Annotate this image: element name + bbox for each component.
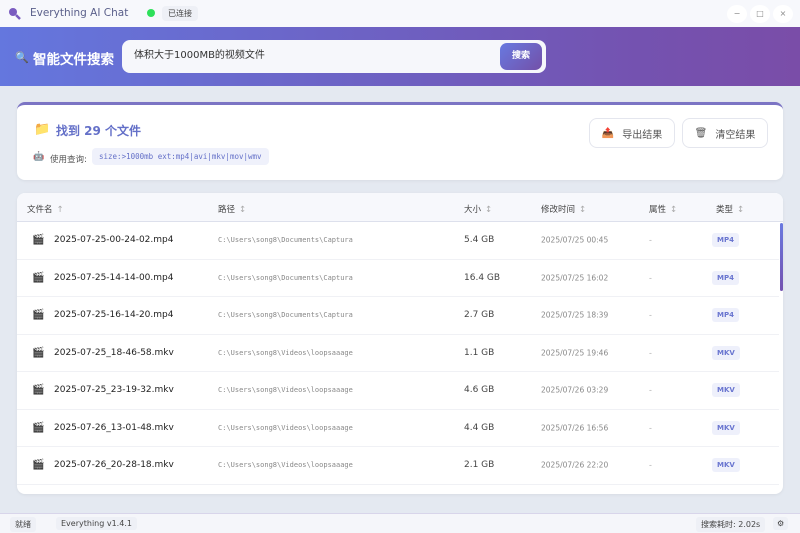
query-label: 使用查询: xyxy=(50,155,87,165)
file-name: 2025-07-25-14-14-00.mp4 xyxy=(54,272,174,283)
file-type-badge: MKV xyxy=(712,420,740,435)
export-button[interactable]: 📤 导出结果 xyxy=(589,118,675,148)
file-attr: - xyxy=(649,348,652,358)
file-name: 2025-07-26_13-01-48.mkv xyxy=(54,422,174,433)
file-name: 2025-07-25_18-46-58.mkv xyxy=(54,347,174,358)
file-modified: 2025/07/25 16:02 xyxy=(541,273,609,283)
file-size: 1.1 GB xyxy=(464,347,495,358)
clear-label: 清空结果 xyxy=(715,129,756,141)
file-modified: 2025/07/25 18:39 xyxy=(541,310,609,320)
file-type-badge: MP4 xyxy=(712,233,739,248)
header-title: 智能文件搜索 xyxy=(33,52,114,68)
status-elapsed: 搜索耗时: 2.02s xyxy=(696,517,766,532)
column-attr[interactable]: 属性 ↕ xyxy=(649,205,678,215)
maximize-button[interactable]: □ xyxy=(750,5,770,23)
file-size: 5.4 GB xyxy=(464,235,495,246)
file-type-badge: MKV xyxy=(712,345,740,360)
search-box: 搜索 xyxy=(122,40,546,73)
gear-icon[interactable]: ⚙ xyxy=(773,517,789,530)
search-header: 🔍 智能文件搜索 搜索 xyxy=(0,27,800,86)
results-count: 找到 29 个文件 xyxy=(56,124,142,138)
title-bar: Everything AI Chat 已连接 − □ × xyxy=(0,0,800,27)
file-name: 2025-07-25_23-19-32.mkv xyxy=(54,385,174,396)
file-path: C:\Users\song8\Videos\loopsaaage xyxy=(218,386,353,395)
table-row[interactable]: 🎬 2025-07-25-00-24-02.mp4 C:\Users\song8… xyxy=(17,222,779,260)
status-version: Everything v1.4.1 xyxy=(56,517,137,530)
table-row[interactable]: 🎬 2025-07-25_23-19-32.mkv C:\Users\song8… xyxy=(17,372,779,410)
file-path: C:\Users\song8\Documents\Captura xyxy=(218,311,353,320)
file-type-badge: MKV xyxy=(712,458,740,473)
file-size: 16.4 GB xyxy=(464,272,501,283)
results-table: 文件名 ↑ 路径 ↕ 大小 ↕ 修改时间 ↕ 属性 ↕ 类型 ↕ 🎬 2025-07-25-… xyxy=(17,193,783,494)
file-modified: 2025/07/26 22:20 xyxy=(541,460,609,470)
scrollbar-thumb[interactable] xyxy=(780,223,783,291)
clapperboard-icon: 🎬 xyxy=(32,384,45,396)
clapperboard-icon: 🎬 xyxy=(32,272,45,284)
file-size: 4.6 GB xyxy=(464,385,495,396)
file-type-badge: MP4 xyxy=(712,308,739,323)
table-row[interactable]: 🎬 2025-07-25-14-14-00.mp4 C:\Users\song8… xyxy=(17,260,779,297)
file-modified: 2025/07/26 16:56 xyxy=(541,423,609,433)
file-path: C:\Users\song8\Videos\loopsaaage xyxy=(218,423,353,432)
file-attr: - xyxy=(649,235,652,245)
file-path: C:\Users\song8\Videos\loopsaaage xyxy=(218,461,353,470)
file-attr: - xyxy=(649,385,652,395)
file-attr: - xyxy=(649,273,652,283)
clear-button[interactable]: 🗑 清空结果 xyxy=(682,118,768,148)
connection-status: 已连接 xyxy=(162,6,198,21)
clapperboard-icon: 🎬 xyxy=(32,459,45,471)
magnifier-icon xyxy=(9,8,21,20)
file-size: 4.4 GB xyxy=(464,422,495,433)
file-attr: - xyxy=(649,310,652,320)
clapperboard-icon: 🎬 xyxy=(32,309,45,321)
file-name: 2025-07-25-16-14-20.mp4 xyxy=(54,310,174,321)
file-path: C:\Users\song8\Videos\loopsaaage xyxy=(218,348,353,357)
table-row[interactable]: 🎬 2025-07-25-16-14-20.mp4 C:\Users\song8… xyxy=(17,297,779,335)
clapperboard-icon: 🎬 xyxy=(32,347,45,359)
search-button[interactable]: 搜索 xyxy=(500,43,542,70)
file-name: 2025-07-25-00-24-02.mp4 xyxy=(54,235,174,246)
query-code: size:>1000mb ext:mp4|avi|mkv|mov|wmv xyxy=(92,148,269,165)
file-name: 2025-07-26_20-28-18.mkv xyxy=(54,460,174,471)
file-path: C:\Users\song8\Documents\Captura xyxy=(218,273,353,282)
trash-icon: 🗑 xyxy=(694,127,708,139)
table-row[interactable]: 🎬 2025-07-26_13-01-48.mkv C:\Users\song8… xyxy=(17,410,779,447)
file-attr: - xyxy=(649,423,652,433)
table-row[interactable]: 🎬 2025-07-26_20-28-18.mkv C:\Users\song8… xyxy=(17,447,779,485)
connection-dot xyxy=(147,9,155,17)
folder-icon: 📁 xyxy=(34,122,51,137)
column-size[interactable]: 大小 ↕ xyxy=(464,205,493,215)
status-state: 就绪 xyxy=(10,517,36,532)
file-size: 2.7 GB xyxy=(464,310,495,321)
search-input[interactable] xyxy=(134,48,494,59)
column-type[interactable]: 类型 ↕ xyxy=(716,205,745,215)
close-button[interactable]: × xyxy=(773,5,793,23)
file-modified: 2025/07/26 03:29 xyxy=(541,385,609,395)
file-attr: - xyxy=(649,460,652,470)
clapperboard-icon: 🎬 xyxy=(32,422,45,434)
robot-icon: 🤖 xyxy=(33,152,45,162)
clapperboard-icon: 🎬 xyxy=(32,234,45,246)
table-row[interactable]: 🎬 2025-07-25_18-46-58.mkv C:\Users\song8… xyxy=(17,335,779,372)
file-modified: 2025/07/25 00:45 xyxy=(541,235,609,245)
file-type-badge: MKV xyxy=(712,383,740,398)
file-size: 2.1 GB xyxy=(464,460,495,471)
column-name[interactable]: 文件名 ↑ xyxy=(27,205,64,215)
results-summary-card: 📁 找到 29 个文件 🤖 使用查询: size:>1000mb ext:mp4… xyxy=(17,102,783,180)
file-type-badge: MP4 xyxy=(712,270,739,285)
column-path[interactable]: 路径 ↕ xyxy=(218,205,247,215)
file-path: C:\Users\song8\Documents\Captura xyxy=(218,236,353,245)
search-icon: 🔍 xyxy=(15,51,29,64)
export-icon: 📤 xyxy=(601,127,615,139)
status-bar: 就绪 Everything v1.4.1 搜索耗时: 2.02s ⚙ xyxy=(0,513,800,533)
table-header: 文件名 ↑ 路径 ↕ 大小 ↕ 修改时间 ↕ 属性 ↕ 类型 ↕ xyxy=(17,193,783,222)
minimize-button[interactable]: − xyxy=(727,5,747,23)
export-label: 导出结果 xyxy=(622,129,663,141)
file-modified: 2025/07/25 19:46 xyxy=(541,348,609,358)
app-title: Everything AI Chat xyxy=(30,7,129,19)
column-modified[interactable]: 修改时间 ↕ xyxy=(541,205,587,215)
